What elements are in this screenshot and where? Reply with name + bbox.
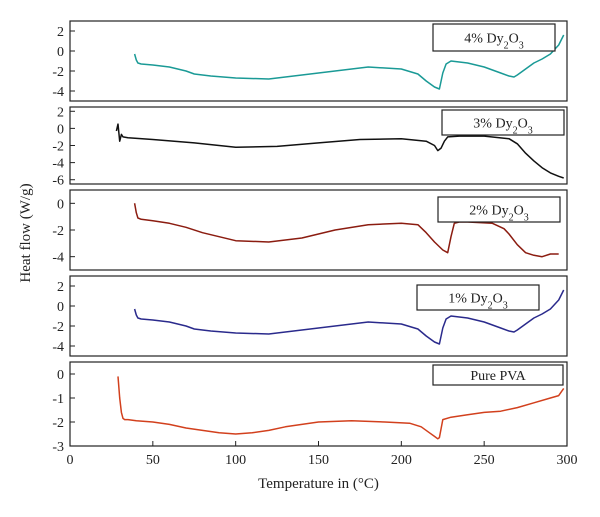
legend-box-5 xyxy=(432,364,564,386)
legend-label-4: 1% Dy2O3 xyxy=(448,292,507,312)
y-tick-label: 0 xyxy=(57,368,64,383)
y-tick-label: 2 xyxy=(57,105,64,120)
series-line-4 xyxy=(133,289,565,345)
x-tick-label: 50 xyxy=(146,453,160,468)
y-tick-label: -4 xyxy=(52,340,64,355)
y-tick-label: -4 xyxy=(52,157,64,172)
x-tick-label: 0 xyxy=(67,453,74,468)
legend-label-5: Pure PVA xyxy=(470,369,526,384)
y-tick-label: -4 xyxy=(52,85,64,100)
x-tick-label: 250 xyxy=(474,453,495,468)
y-tick-label: -2 xyxy=(52,320,64,335)
y-tick-label: 0 xyxy=(57,122,64,137)
legend-label-1: 4% Dy2O3 xyxy=(464,32,523,52)
y-tick-label: -6 xyxy=(52,174,64,189)
legend-box-4 xyxy=(416,284,540,311)
legend-label-3: 2% Dy2O3 xyxy=(469,204,528,224)
y-tick-label: -2 xyxy=(52,416,64,431)
legend-box-1 xyxy=(432,23,556,52)
x-axis-title: Temperature in (°C) xyxy=(258,476,379,492)
y-tick-label: -2 xyxy=(52,224,64,239)
series-line-5 xyxy=(117,376,565,440)
y-tick-label: 2 xyxy=(57,25,64,40)
y-tick-label: -2 xyxy=(52,140,64,155)
legend-label-2: 3% Dy2O3 xyxy=(473,117,532,137)
y-tick-label: 0 xyxy=(57,197,64,212)
legend-box-3 xyxy=(437,196,561,223)
y-tick-label: -2 xyxy=(52,65,64,80)
x-tick-label: 150 xyxy=(308,453,329,468)
y-tick-label: 2 xyxy=(57,280,64,295)
y-tick-label: 0 xyxy=(57,45,64,60)
series-line-2 xyxy=(115,123,564,179)
x-tick-label: 100 xyxy=(225,453,246,468)
x-tick-label: 300 xyxy=(557,453,578,468)
panel-frame-4 xyxy=(69,275,568,357)
y-tick-label: -1 xyxy=(52,392,64,407)
y-tick-label: -3 xyxy=(52,440,64,455)
legend-box-2 xyxy=(441,109,565,136)
x-tick-label: 200 xyxy=(391,453,412,468)
y-tick-label: 0 xyxy=(57,300,64,315)
y-axis-title: Heat flow (W/g) xyxy=(18,183,34,282)
series-line-1 xyxy=(133,34,565,90)
panel-frame-1 xyxy=(69,20,568,102)
y-tick-label: -4 xyxy=(52,251,64,266)
series-line-3 xyxy=(133,203,559,258)
